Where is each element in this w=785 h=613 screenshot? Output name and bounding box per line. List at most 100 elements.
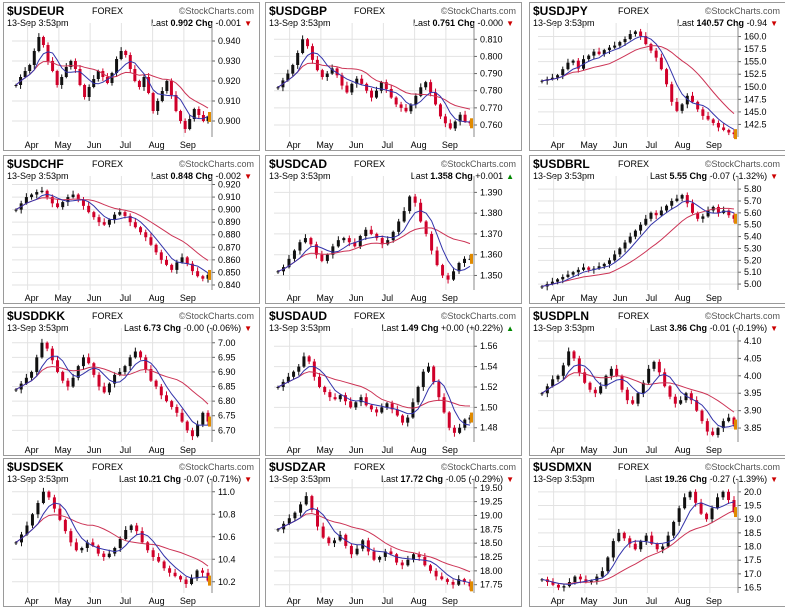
last-label: Last (150, 171, 168, 181)
chart-panel-usdsek[interactable]: $USDSEK FOREX ©StockCharts.com 13-Sep 3:53p… (3, 458, 260, 607)
y-tick-label: 6.90 (218, 367, 236, 377)
candle-body (56, 360, 60, 372)
candle-body (556, 375, 560, 380)
chg-value: -0.002 (215, 171, 242, 181)
candle-body (78, 69, 82, 85)
chart-panel-usdbrl[interactable]: $USDBRL FOREX ©StockCharts.com 13-Sep 3:53p… (529, 155, 785, 304)
candle-body (571, 272, 575, 275)
candle-body (438, 104, 442, 117)
candle-body (296, 53, 300, 65)
candle-body (409, 104, 413, 112)
change-down-triangle-icon: ▼ (244, 19, 252, 28)
candle-body (23, 71, 27, 77)
candle-body (668, 386, 672, 397)
chart-panel-usdjpy[interactable]: $USDJPY FOREX ©StockCharts.com 13-Sep 3:53p… (529, 2, 785, 151)
candle-body (395, 409, 399, 416)
candle-body (683, 497, 687, 509)
instrument-type: FOREX (354, 6, 386, 16)
source-watermark: ©StockCharts.com (440, 159, 516, 169)
x-tick-label: Apr (287, 140, 301, 150)
candle-body (540, 393, 544, 395)
price-chart: Apr May Jun Jul Aug Sep 20.0 19.5 19.0 18.5 18.0 17… (538, 479, 762, 606)
candle-body (408, 196, 412, 212)
last-value: 0.761 (432, 18, 456, 28)
candle-body (102, 553, 106, 557)
moving-average-long-line (541, 207, 735, 287)
candle-body (14, 209, 18, 211)
chart-panel-usdzar[interactable]: $USDZAR FOREX ©StockCharts.com 13-Sep 3:53p… (265, 458, 522, 607)
change-down-triangle-icon: ▼ (770, 19, 778, 28)
chart-panel-usddkk[interactable]: $USDDKK FOREX ©StockCharts.com 13-Sep 3:53p… (3, 307, 260, 456)
chart-panel-usdmxn[interactable]: $USDMXN FOREX ©StockCharts.com 13-Sep 3:53p… (529, 458, 785, 607)
candle-body (74, 542, 78, 551)
x-tick-label: Jun (613, 445, 628, 455)
chart-panel-usdeur[interactable]: $USDEUR FOREX ©StockCharts.com 13-Sep 3:53p… (3, 2, 260, 151)
x-tick-label: Aug (411, 140, 427, 150)
y-tick-label: 147.5 (744, 94, 767, 104)
candle-body (102, 222, 106, 225)
chart-panel-usdchf[interactable]: $USDCHF FOREX ©StockCharts.com 13-Sep 3:53p… (3, 155, 260, 304)
candle-body (47, 491, 51, 498)
candle-body (685, 95, 689, 105)
candle-body (583, 372, 587, 383)
candle-body (41, 37, 45, 45)
candle-body (105, 77, 109, 83)
x-tick-label: Sep (442, 293, 458, 303)
moving-average-short-line (541, 200, 735, 287)
y-tick-label: 0.900 (218, 116, 241, 126)
moving-average-short-line (277, 52, 470, 123)
candle-body (118, 539, 122, 548)
candle-body (115, 59, 119, 73)
candle-body (56, 203, 60, 208)
candle-body (369, 405, 373, 410)
candle-body (419, 202, 423, 222)
candle-body (628, 236, 632, 243)
y-tick-label: 16.5 (744, 583, 762, 593)
candle-body (321, 526, 325, 538)
y-tick-label: 1.56 (480, 341, 498, 351)
candle-body (179, 576, 183, 580)
y-tick-label: 152.5 (744, 69, 767, 79)
candle-body (139, 227, 143, 233)
instrument-type: FOREX (354, 462, 386, 472)
candle-body (378, 557, 382, 560)
x-tick-label: Jun (87, 596, 102, 606)
candle-body (562, 586, 566, 588)
last-price-marker (734, 507, 737, 518)
candle-body (647, 368, 651, 383)
candle-body (170, 264, 174, 270)
y-tick-label: 0.850 (218, 267, 241, 277)
candle-body (375, 233, 379, 239)
candle-body (71, 194, 75, 198)
candle-body (567, 351, 571, 366)
x-tick-label: Aug (675, 293, 691, 303)
candle-body (335, 68, 339, 76)
y-tick-label: 5.60 (744, 208, 762, 218)
candle-body (416, 386, 420, 403)
candle-body (355, 548, 359, 555)
moving-average-short-line (15, 51, 209, 120)
candle-body (677, 508, 681, 522)
last-price-marker (734, 213, 737, 224)
quote-line: Last 1.49 Chg +0.00 (+0.22%) ▲ (381, 323, 514, 333)
symbol-label: $USDGBP (269, 4, 328, 18)
chart-panel-usdgbp[interactable]: $USDGBP FOREX ©StockCharts.com 13-Sep 3:53p… (265, 2, 522, 151)
candle-body (107, 219, 111, 225)
instrument-type: FOREX (354, 159, 386, 169)
candle-body (97, 217, 101, 223)
y-tick-label: 1.360 (480, 250, 503, 260)
chart-panel-usdcad[interactable]: $USDCAD FOREX ©StockCharts.com 13-Sep 3:53p… (265, 155, 522, 304)
x-tick-label: Apr (25, 445, 39, 455)
chart-panel-usdpln[interactable]: $USDPLN FOREX ©StockCharts.com 13-Sep 3:53p… (529, 307, 785, 456)
candle-body (180, 412, 184, 422)
candle-body (556, 584, 560, 588)
candle-body (380, 407, 384, 413)
x-tick-label: Jul (120, 596, 132, 606)
chart-panel-usdaud[interactable]: $USDAUD FOREX ©StockCharts.com 13-Sep 3:53p… (265, 307, 522, 456)
x-tick-label: Aug (675, 596, 691, 606)
moving-average-short-line (15, 502, 209, 579)
timestamp: 13-Sep 3:53pm (269, 323, 331, 333)
last-label: Last (150, 18, 168, 28)
x-tick-label: Apr (551, 445, 565, 455)
candle-body (184, 579, 188, 584)
